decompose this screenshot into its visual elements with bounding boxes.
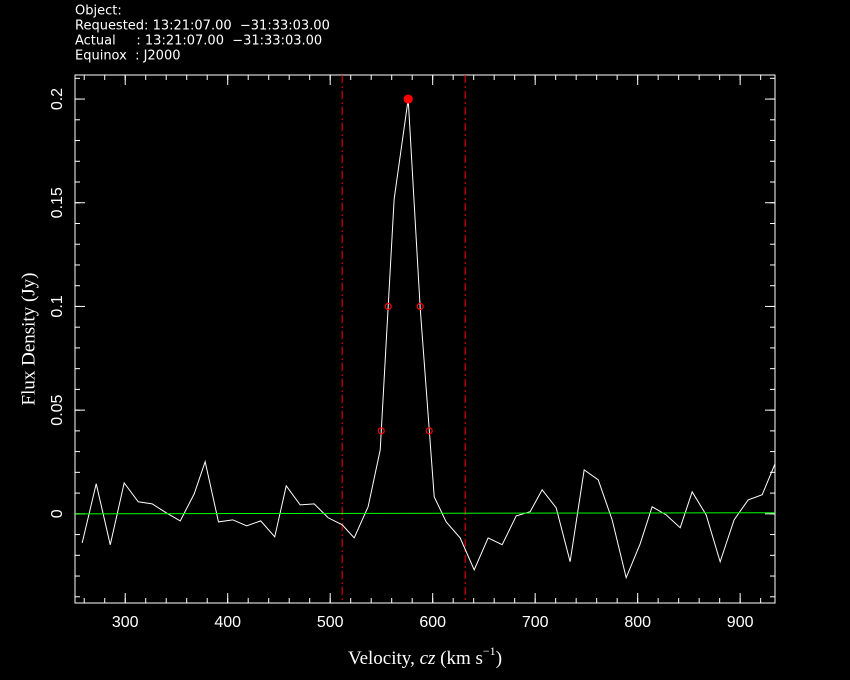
x-tick-label: 400	[214, 614, 241, 631]
header-line: Object:	[75, 4, 122, 19]
y-axis-label: Flux Density (Jy)	[18, 273, 39, 406]
marker	[425, 427, 433, 435]
x-tick-label: 700	[522, 614, 549, 631]
x-label-part: cz	[420, 648, 436, 669]
x-label-part: )	[496, 648, 502, 669]
header-line: Requested: 13:21:07.00 −31:33:03.00	[75, 19, 330, 34]
marker	[403, 94, 413, 104]
x-tick-label: 600	[419, 614, 446, 631]
marker	[416, 302, 424, 311]
plot-frame	[74, 74, 776, 604]
y-tick-label: 0	[49, 509, 66, 518]
x-tick-label: 500	[317, 614, 344, 631]
x-axis-label: Velocity, cz (km s−1)	[348, 644, 502, 670]
series-line	[81, 98, 776, 580]
x-tick-label: 900	[727, 614, 754, 631]
series-line	[74, 512, 776, 515]
y-tick-label: 0.05	[49, 394, 66, 425]
header-line: Actual : 13:21:07.00 −31:33:03.00	[75, 34, 322, 49]
x-label-part: (km s	[435, 648, 483, 669]
header-line: Equinox : J2000	[75, 49, 181, 64]
x-label-part: −1	[483, 644, 496, 658]
marker	[384, 302, 392, 311]
y-tick-label: 0.2	[49, 88, 66, 110]
x-tick-label: 800	[624, 614, 651, 631]
x-tick-label: 300	[112, 614, 139, 631]
marker	[377, 427, 385, 435]
x-label-part: Velocity,	[348, 648, 420, 669]
y-tick-label: 0.15	[49, 187, 66, 218]
y-tick-label: 0.1	[49, 295, 66, 317]
